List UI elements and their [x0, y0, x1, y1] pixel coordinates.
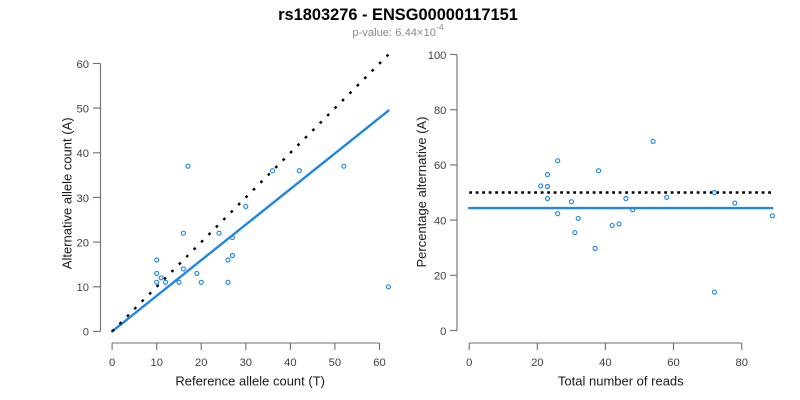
- svg-text:40: 40: [599, 357, 611, 369]
- svg-text:0: 0: [466, 357, 472, 369]
- svg-text:60: 60: [434, 160, 446, 172]
- svg-text:20: 20: [531, 357, 543, 369]
- svg-text:50: 50: [329, 357, 341, 369]
- svg-text:40: 40: [284, 357, 296, 369]
- svg-text:60: 60: [77, 59, 89, 71]
- svg-text:80: 80: [735, 357, 747, 369]
- svg-text:0: 0: [109, 357, 115, 369]
- svg-text:10: 10: [150, 357, 162, 369]
- svg-text:20: 20: [195, 357, 207, 369]
- svg-text:60: 60: [667, 357, 679, 369]
- svg-text:0: 0: [440, 326, 446, 338]
- svg-text:80: 80: [434, 105, 446, 117]
- svg-text:rs1803276 - ENSG00000117151: rs1803276 - ENSG00000117151: [278, 6, 518, 24]
- svg-text:30: 30: [77, 193, 89, 205]
- svg-text:50: 50: [77, 103, 89, 115]
- svg-text:p-value: 6.44×10-4: p-value: 6.44×10-4: [352, 22, 444, 39]
- svg-text:30: 30: [240, 357, 252, 369]
- svg-text:10: 10: [77, 282, 89, 294]
- svg-text:40: 40: [77, 148, 89, 160]
- svg-text:Alternative allele count (A): Alternative allele count (A): [59, 117, 74, 269]
- svg-text:60: 60: [373, 357, 385, 369]
- svg-text:20: 20: [77, 237, 89, 249]
- svg-text:100: 100: [428, 50, 447, 62]
- svg-text:Reference allele count (T): Reference allele count (T): [175, 374, 325, 389]
- svg-text:Total number of reads: Total number of reads: [558, 374, 684, 389]
- svg-text:40: 40: [434, 215, 446, 227]
- svg-text:Percentage alternative (A): Percentage alternative (A): [414, 116, 429, 267]
- svg-text:0: 0: [83, 327, 89, 339]
- svg-text:20: 20: [434, 271, 446, 283]
